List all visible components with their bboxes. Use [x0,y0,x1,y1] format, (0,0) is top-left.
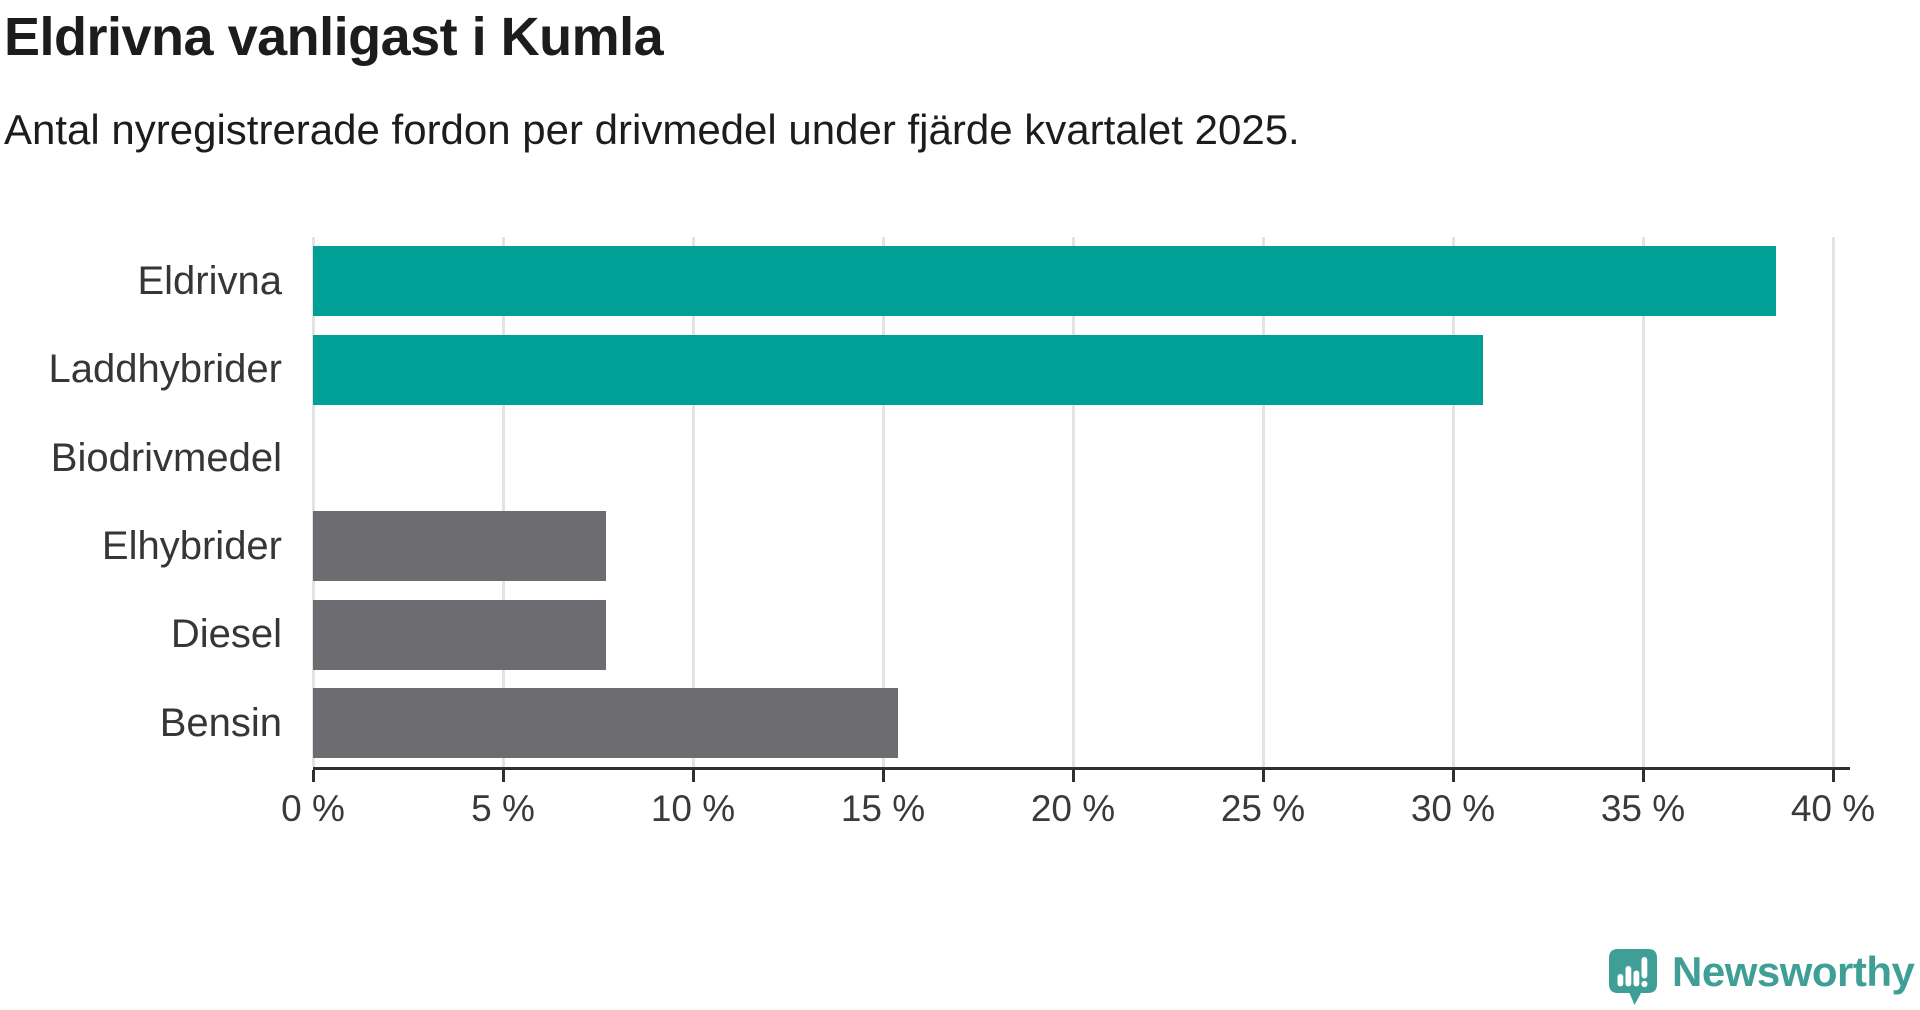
chart-title: Eldrivna vanligast i Kumla [4,7,664,67]
category-label: Eldrivna [137,259,282,303]
x-axis-tick [691,770,695,782]
bar-laddhybrider [313,334,1484,405]
plot-area: 0 % 5 % 10 % 15 % 20 % 25 % 30 % 35 % 40 % [281,237,1875,829]
x-axis-tick-label: 0 % [281,788,345,829]
x-axis-tick [501,770,505,782]
x-axis-line [313,767,1850,770]
category-label: Laddhybrider [48,347,283,392]
x-axis-tick [1261,770,1265,782]
gridline [691,237,695,767]
bar-diesel [313,599,606,670]
x-axis-tick-label: 15 % [840,788,926,829]
chart-subtitle: Antal nyregistrerade fordon per drivmede… [4,106,1300,153]
category-label: Elhybrider [101,524,282,568]
bar-bensin [313,687,899,758]
x-axis-tick-label: 5 % [471,788,535,829]
gridline [1071,237,1075,767]
x-axis-tick [881,770,885,782]
x-axis-tick-label: 40 % [1790,788,1876,829]
category-label: Diesel [170,612,282,657]
x-axis-tick-label: 30 % [1410,788,1496,829]
bar-eldrivna [313,246,1776,317]
category-label: Bensin [159,700,282,745]
gridline [501,237,505,767]
gridline [1451,237,1455,767]
bar-elhybrider [313,511,606,582]
category-label-column: Eldrivna Laddhybrider Biodrivmedel Elhybrid… [0,237,283,767]
x-axis-tick [311,770,315,782]
gridline [1831,237,1835,767]
x-axis-tick-label: 35 % [1600,788,1686,829]
newsworthy-logo-icon [1609,949,1657,1005]
gridline [1261,237,1265,767]
newsworthy-logo-text: Newsworthy [1672,948,1915,995]
gridline [311,237,315,767]
x-axis-tick-label: 20 % [1030,788,1116,829]
x-axis-tick [1071,770,1075,782]
x-axis-tick-label: 10 % [650,788,736,829]
newsworthy-logo: Newsworthy [1608,948,1915,1006]
x-axis-tick [1831,770,1835,782]
x-axis-tick-label: 25 % [1220,788,1306,829]
gridline [881,237,885,767]
gridline [1641,237,1645,767]
x-axis-tick [1641,770,1645,782]
x-axis-tick [1451,770,1455,782]
category-label: Biodrivmedel [50,435,282,480]
